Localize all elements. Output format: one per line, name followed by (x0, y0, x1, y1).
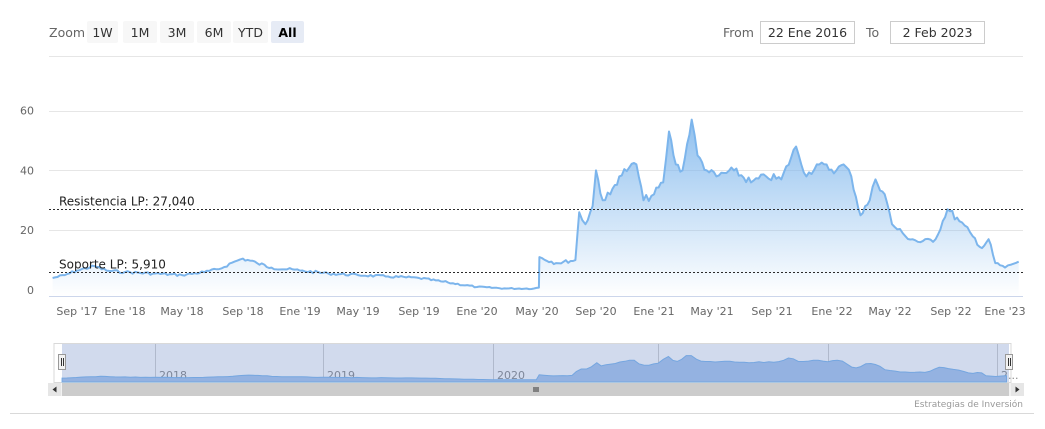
x-tick-label: Ene '23 (984, 305, 1025, 318)
navigator-area (61, 355, 1007, 383)
series-area-fill (52, 119, 1019, 296)
x-axis-labels: Sep '17 Ene '18 May '18 Sep '18 Ene '19 May '… (56, 305, 1025, 318)
plot-lines: Resistencia LP: 27,040 Soporte LP: 5,910 (49, 195, 1023, 273)
x-tick-label: Sep '17 (56, 305, 97, 318)
scrollbar-left-arrow[interactable] (48, 383, 61, 396)
x-tick-label: Sep '21 (751, 305, 792, 318)
y-tick-label: 20 (20, 224, 34, 237)
x-tick-label: May '20 (515, 305, 558, 318)
chevron-right-icon (1015, 386, 1020, 393)
y-tick-label: 40 (20, 164, 34, 177)
series-line (52, 118, 1020, 291)
resistance-label: Resistencia LP: 27,040 (59, 195, 195, 209)
y-tick-label: 60 (20, 105, 34, 118)
y-axis-labels: 0 20 40 60 (20, 105, 34, 297)
zoom-button-ytd[interactable]: YTD (233, 21, 268, 43)
x-tick-label: Sep '18 (222, 305, 263, 318)
to-label: To (865, 25, 879, 40)
navigator-year-label: 2020 (497, 369, 525, 382)
x-tick-label: Ene '20 (456, 305, 497, 318)
navigator-handle-left[interactable] (58, 354, 66, 370)
zoom-button-6m[interactable]: 6M (197, 21, 231, 43)
scrollbar[interactable] (48, 383, 1024, 396)
zoom-button-3m[interactable]: 3M (160, 21, 194, 43)
zoom-button-1m-label: 1M (131, 25, 150, 40)
zoom-button-ytd-label: YTD (237, 25, 263, 40)
scrollbar-right-arrow[interactable] (1011, 383, 1024, 396)
zoom-button-all-label: All (278, 25, 296, 40)
x-tick-label: May '19 (336, 305, 379, 318)
zoom-button-1w[interactable]: 1W (87, 21, 118, 43)
x-tick-label: Sep '20 (575, 305, 616, 318)
from-date-input[interactable]: 22 Ene 2016 (760, 21, 855, 44)
x-tick-label: May '18 (160, 305, 203, 318)
x-tick-label: Ene '22 (811, 305, 852, 318)
zoom-label: Zoom (49, 25, 85, 40)
range-selector: Zoom 1W 1M 3M 6M YTD All From 22 Ene 2 (49, 21, 985, 44)
zoom-button-1w-label: 1W (92, 25, 112, 40)
plot-area (52, 118, 1020, 296)
credits-text: Estrategias de Inversión (914, 399, 1023, 410)
from-label: From (723, 25, 754, 40)
from-date-value: 22 Ene 2016 (768, 25, 847, 40)
x-tick-label: Ene '19 (279, 305, 320, 318)
x-tick-label: May '21 (690, 305, 733, 318)
navigator-selected-range[interactable] (62, 344, 1009, 382)
x-tick-label: Sep '22 (930, 305, 971, 318)
y-tick-label: 0 (27, 284, 34, 297)
zoom-button-6m-label: 6M (205, 25, 224, 40)
to-date-input[interactable]: 2 Feb 2023 (890, 21, 985, 44)
support-label: Soporte LP: 5,910 (59, 258, 166, 272)
x-tick-label: May '22 (868, 305, 911, 318)
x-tick-label: Ene '18 (104, 305, 145, 318)
x-tick-label: Sep '19 (398, 305, 439, 318)
navigator-handle-right[interactable] (1005, 354, 1013, 370)
x-tick-label: Ene '21 (633, 305, 674, 318)
zoom-button-1m[interactable]: 1M (123, 21, 157, 43)
navigator[interactable]: 201820192020202120222... (53, 343, 1019, 383)
zoom-button-3m-label: 3M (168, 25, 187, 40)
to-date-value: 2 Feb 2023 (903, 25, 973, 40)
chevron-left-icon (52, 386, 57, 393)
zoom-button-all[interactable]: All (271, 21, 304, 43)
